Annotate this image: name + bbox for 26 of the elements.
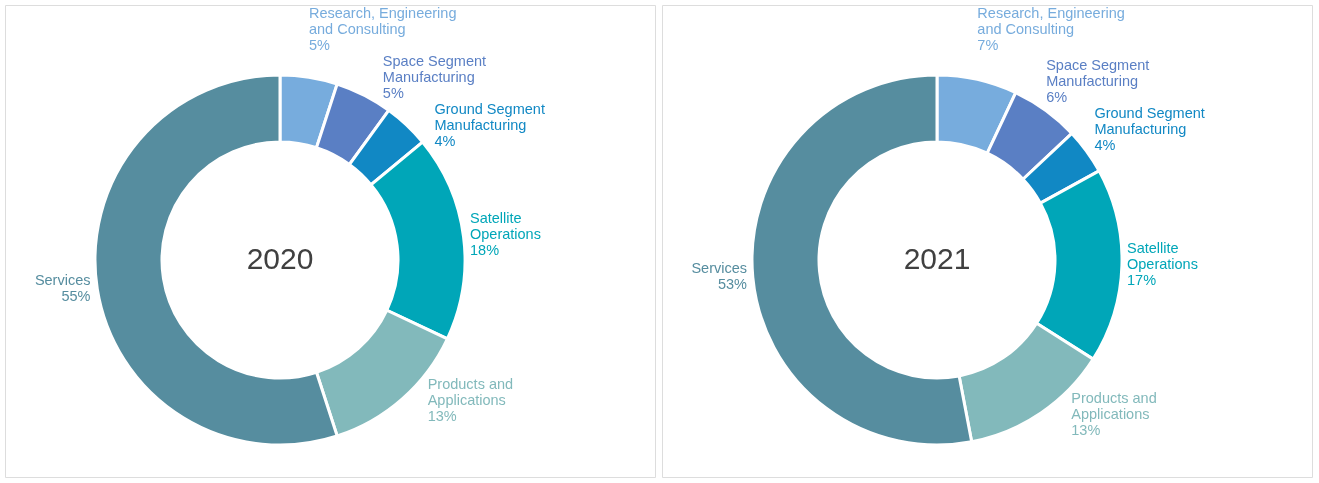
data-label: 4% (434, 133, 456, 149)
slice-label: Research, Engineering and Consulting (977, 5, 1125, 37)
slice-label: Ground Segment Manufacturing (434, 101, 545, 133)
slice-label: Space Segment Manufacturing (382, 53, 487, 85)
data-label: 13% (1071, 422, 1101, 439)
text: 2020 (246, 242, 314, 275)
data-label: 4% (1094, 137, 1116, 154)
data-label: 18% (470, 242, 500, 259)
slice-label: Ground Segment Manufacturing (1094, 105, 1205, 138)
slice-label: Research, Engineering and Consulting (308, 5, 457, 37)
data-label: 13% (427, 407, 457, 424)
slice-label: Products and Applications (427, 375, 514, 408)
data-label: 55% (61, 287, 91, 304)
slice-label: Satellite Operations (470, 210, 541, 243)
data-label: 7% (977, 37, 999, 53)
data-label: 17% (1127, 271, 1157, 288)
slice-label: Services (34, 271, 91, 288)
slice-label: Services (691, 259, 748, 276)
slice-label: Products and Applications (1071, 390, 1157, 423)
slice-label: Satellite Operations (1127, 239, 1198, 272)
data-label: 6% (1046, 89, 1068, 106)
data-label: 5% (308, 37, 330, 53)
text: 2021 (903, 242, 971, 275)
data-label: 53% (717, 275, 748, 292)
slice-label: Space Segment Manufacturing (1046, 57, 1150, 90)
data-label: 5% (382, 85, 404, 101)
